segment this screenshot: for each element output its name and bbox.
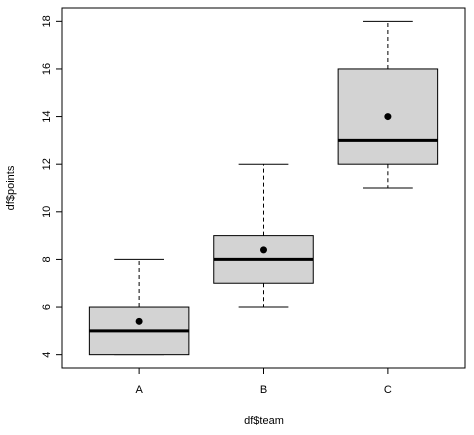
mean-point: [260, 246, 267, 254]
y-tick-label: 6: [41, 304, 53, 310]
y-tick-label: 8: [41, 256, 53, 262]
y-tick-label: 18: [41, 15, 53, 27]
y-tick-label: 14: [41, 110, 53, 122]
x-tick-label: B: [260, 384, 267, 396]
y-tick-label: 10: [41, 206, 53, 218]
mean-point: [384, 113, 392, 121]
y-axis-label: df$points: [5, 165, 17, 210]
x-axis-label: df$team: [244, 415, 284, 427]
x-tick-label: C: [384, 384, 392, 396]
mean-point: [135, 317, 143, 325]
y-tick-label: 4: [41, 352, 53, 358]
x-tick-label: A: [135, 384, 143, 396]
y-tick-label: 12: [41, 158, 53, 170]
y-tick-label: 16: [41, 63, 53, 75]
